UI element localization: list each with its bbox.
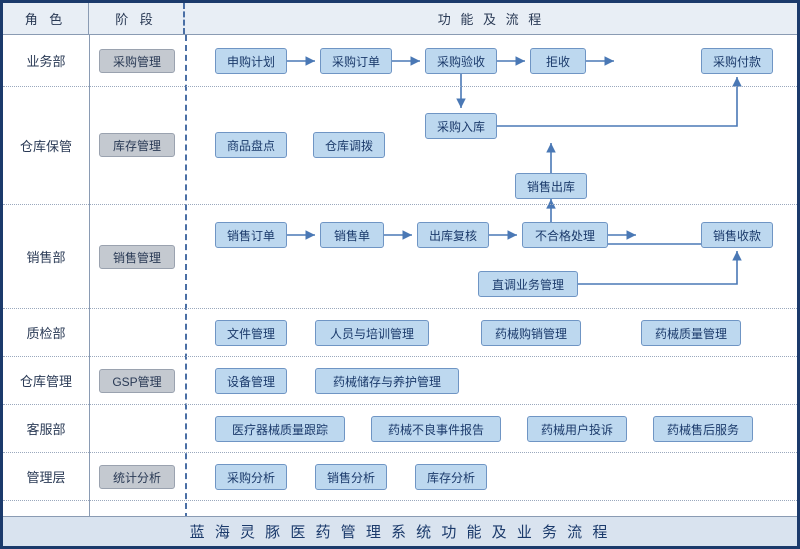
flow-node-n_complain: 药械用户投诉	[527, 416, 627, 442]
flow-node-n_direct: 直调业务管理	[478, 271, 578, 297]
flow-node-n_dev: 设备管理	[215, 368, 287, 394]
flow-node-n_po: 采购订单	[320, 48, 392, 74]
flow-node-n_in: 采购入库	[425, 113, 497, 139]
role-label: 管理层	[3, 453, 89, 500]
header-row: 角 色 阶 段 功 能 及 流 程	[3, 3, 797, 35]
flow-node-n_ia: 库存分析	[415, 464, 487, 490]
flow-node-n_alloc: 仓库调拨	[313, 132, 385, 158]
role-label: 仓库保管	[3, 87, 89, 204]
role-label: 仓库管理	[3, 357, 89, 404]
flow-node-n_collect: 销售收款	[701, 222, 773, 248]
flow-node-n_so: 销售订单	[215, 222, 287, 248]
header-flow: 功 能 及 流 程	[185, 3, 797, 34]
role-label: 客服部	[3, 405, 89, 452]
flow-node-n_recv: 采购验收	[425, 48, 497, 74]
flow-node-n_pa: 采购分析	[215, 464, 287, 490]
flow-node-n_out: 销售出库	[515, 173, 587, 199]
flow-node-n_plan: 申购计划	[215, 48, 287, 74]
flow-node-n_audit: 出库复核	[417, 222, 489, 248]
flow-node-n_train: 人员与培训管理	[315, 320, 429, 346]
flow-node-n_sa: 销售分析	[315, 464, 387, 490]
flow-node-n_pay: 采购付款	[701, 48, 773, 74]
flow-node-n_sale: 销售单	[320, 222, 384, 248]
stage-pill: 销售管理	[99, 245, 175, 269]
role-label: 销售部	[3, 205, 89, 308]
stage-pill: GSP管理	[99, 369, 175, 393]
flow-node-n_count: 商品盘点	[215, 132, 287, 158]
role-label: 质检部	[3, 309, 89, 356]
stage-pill: 采购管理	[99, 49, 175, 73]
footer-title: 蓝 海 灵 豚 医 药 管 理 系 统 功 能 及 业 务 流 程	[3, 516, 797, 546]
flow-node-n_quality: 药械质量管理	[641, 320, 741, 346]
flow-node-n_track: 医疗器械质量跟踪	[215, 416, 345, 442]
swimlane-container: 业务部仓库保管销售部质检部仓库管理客服部管理层 采购管理库存管理销售管理 GSP管理…	[3, 35, 797, 519]
stage-pill: 统计分析	[99, 465, 175, 489]
diagram-frame: 角 色 阶 段 功 能 及 流 程 业务部仓库保管销售部质检部仓库管理客服部管理…	[0, 0, 800, 549]
flow-node-n_reject: 拒收	[530, 48, 586, 74]
flow-node-n_report: 药械不良事件报告	[371, 416, 501, 442]
role-label: 业务部	[3, 35, 89, 86]
stage-pill: 库存管理	[99, 133, 175, 157]
header-role: 角 色	[3, 3, 89, 34]
header-stage: 阶 段	[89, 3, 185, 34]
flow-node-n_after: 药械售后服务	[653, 416, 753, 442]
flow-node-n_bad: 不合格处理	[522, 222, 608, 248]
flow-node-n_buysell: 药械购销管理	[481, 320, 581, 346]
flow-node-n_store: 药械储存与养护管理	[315, 368, 459, 394]
flow-node-n_doc: 文件管理	[215, 320, 287, 346]
